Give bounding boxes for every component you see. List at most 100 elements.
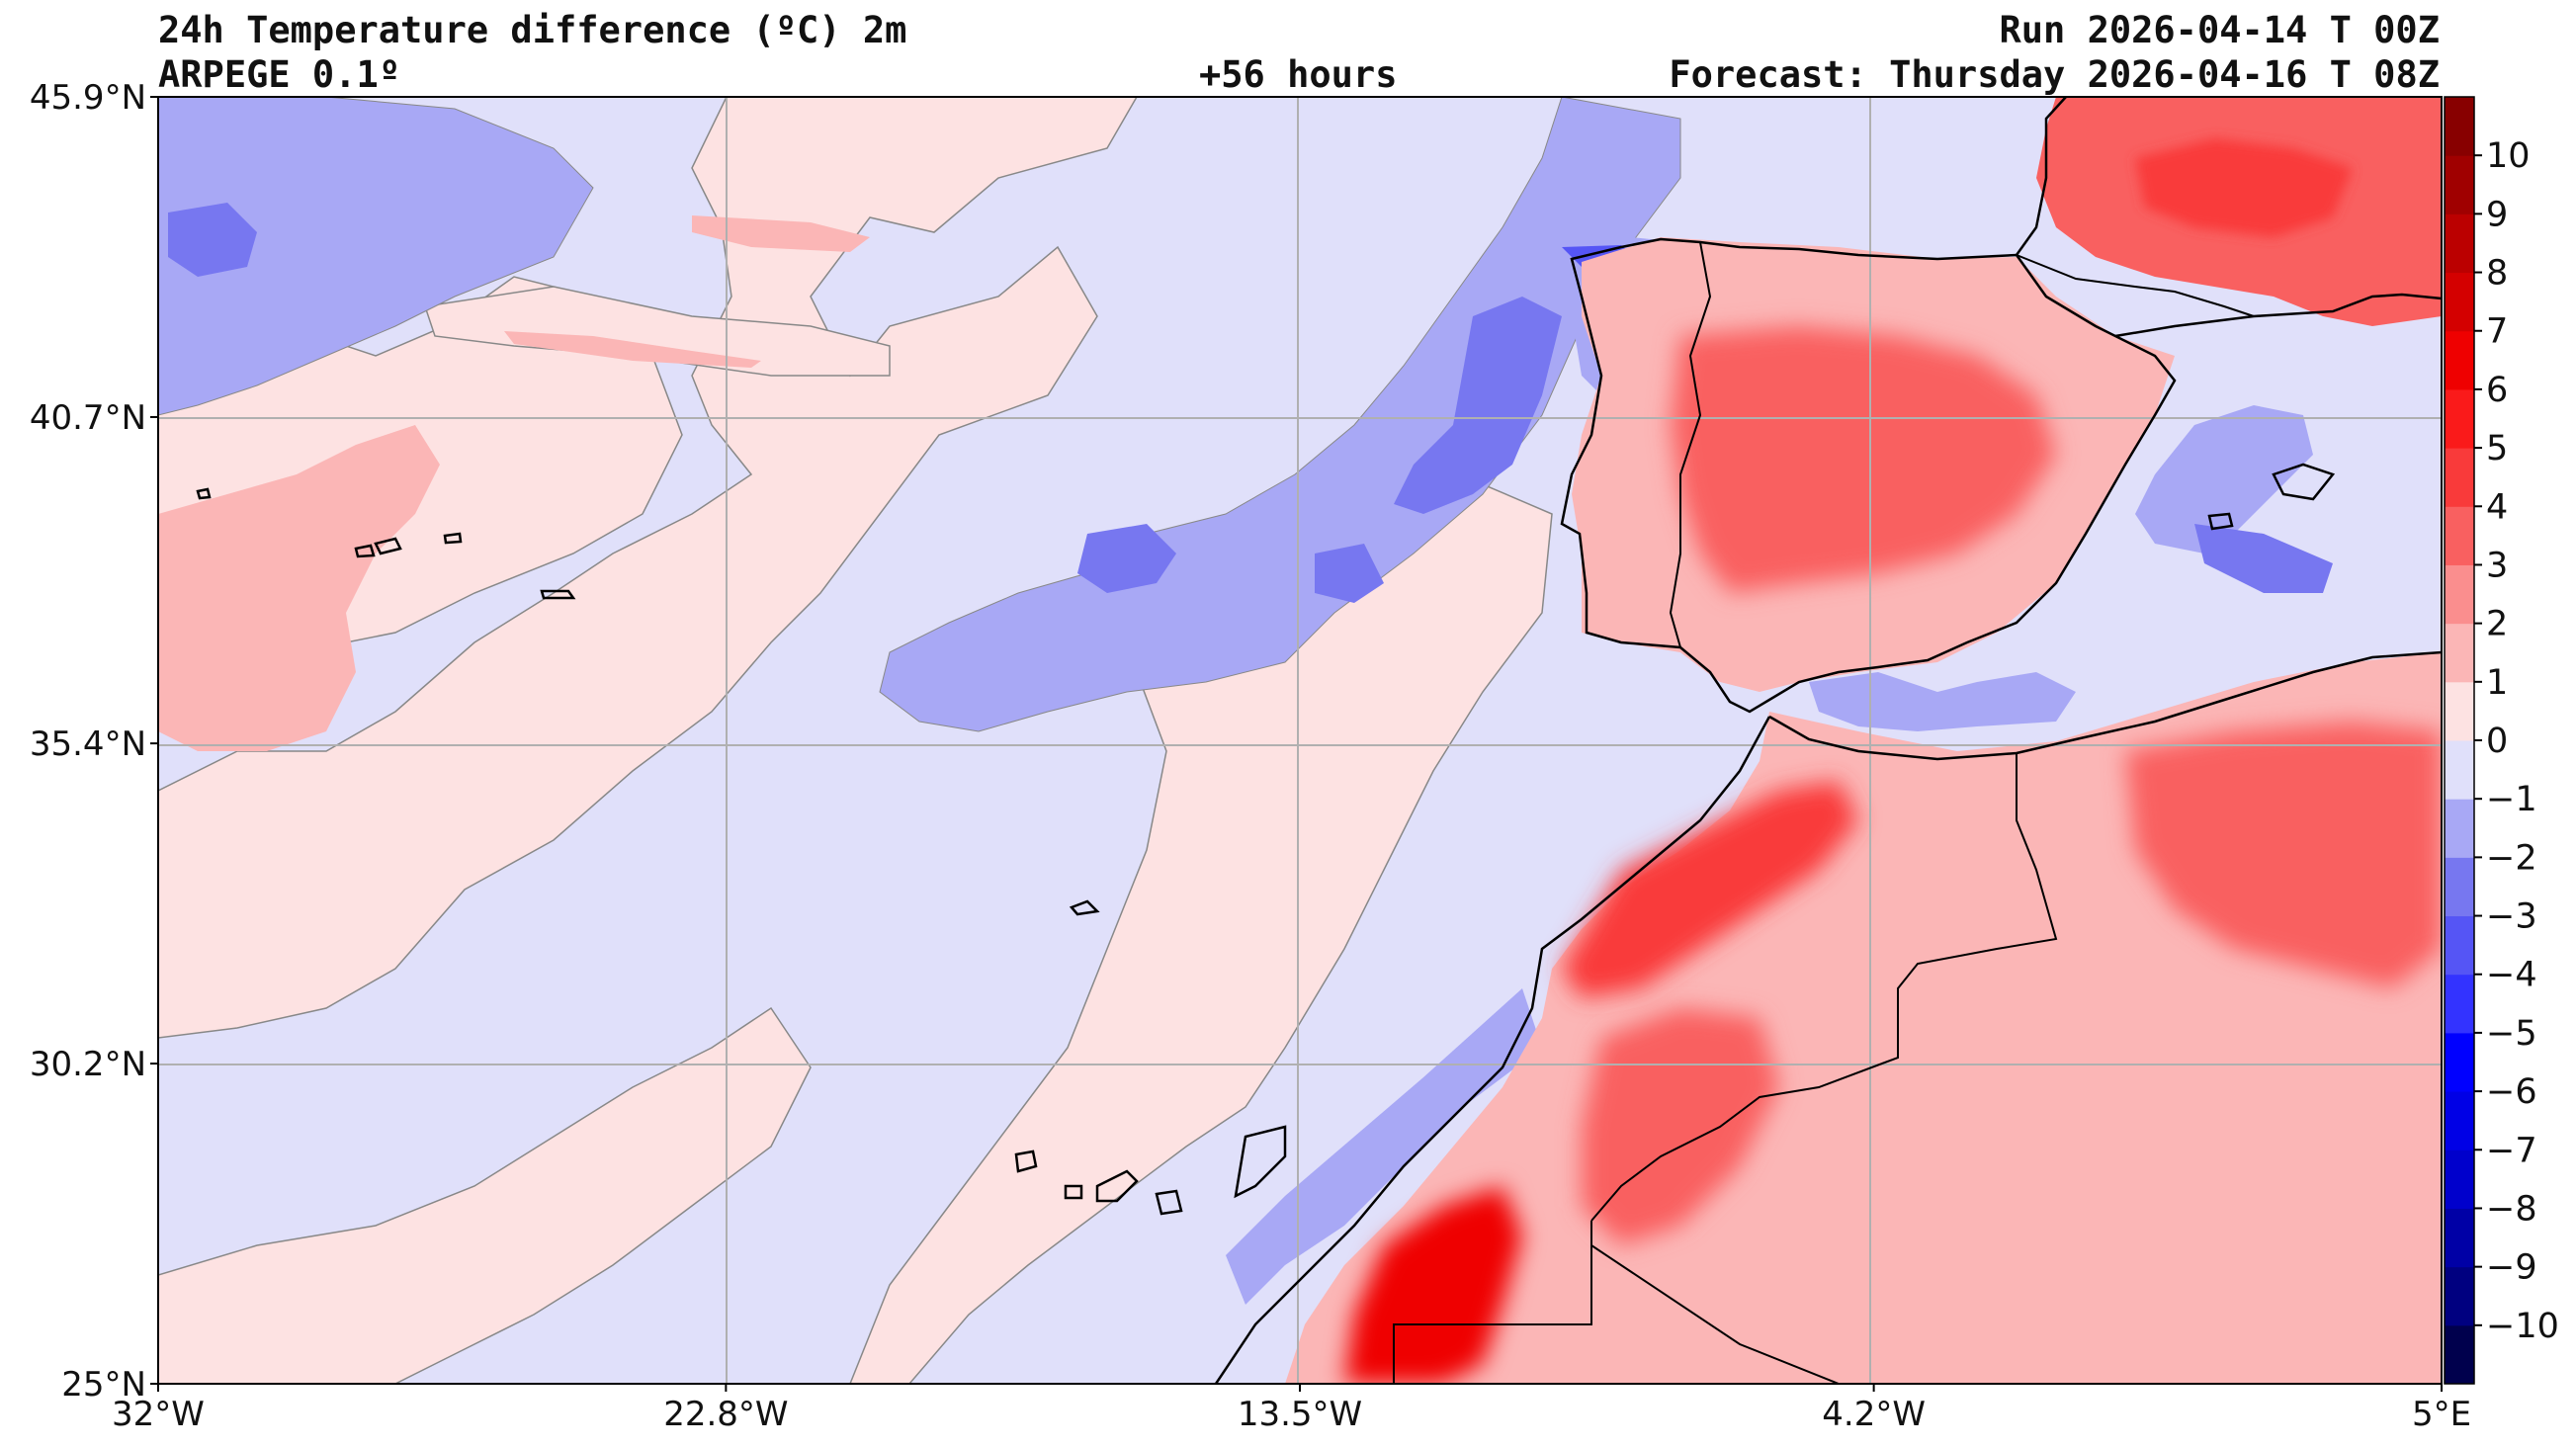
sahara-inland-warm	[1582, 1008, 1779, 1245]
colorbar-tick-label: 8	[2486, 254, 2508, 294]
forecast-time: Forecast: Thursday 2026-04-16 T 08Z	[1669, 53, 2440, 96]
colorbar-tick-label: 1	[2486, 663, 2508, 703]
colorbar-tick-label: −7	[2486, 1131, 2537, 1170]
colorbar-swatch	[2445, 213, 2474, 274]
cool-core-northwest	[168, 203, 257, 277]
borders	[1393, 241, 2255, 1384]
colorbar-tick-label: −6	[2486, 1072, 2537, 1112]
lon-tick-label: 22.8°W	[663, 1395, 788, 1434]
cool-core-portugal-offshore	[1394, 297, 1562, 514]
canary-island	[1064, 1184, 1083, 1200]
colorbar-tick-label: 4	[2486, 487, 2508, 527]
colorbar-tick-label: 5	[2486, 429, 2508, 468]
morocco-algeria-border	[1590, 753, 2058, 1222]
map-title: 24h Temperature difference (ºC) 2m	[158, 9, 907, 51]
colorbar-swatch	[2445, 155, 2474, 214]
france-coastline	[2015, 97, 2067, 256]
colorbar-swatch	[2445, 506, 2474, 565]
azores-island	[540, 589, 576, 600]
colorbar-swatch	[2445, 1266, 2474, 1326]
colorbar-tick-label: −3	[2486, 897, 2537, 937]
western-sahara-border	[1393, 1221, 1592, 1384]
coastlines	[196, 97, 2442, 1384]
warm-band-southeast-ocean	[849, 483, 1553, 1384]
canary-island	[1095, 1169, 1139, 1203]
lon-tick-label: 13.5°W	[1238, 1395, 1362, 1434]
colorbar-tick-label: −8	[2486, 1189, 2537, 1229]
run-time: Run 2026-04-14 T 00Z	[1999, 9, 2440, 51]
temperature-field	[158, 97, 2442, 1384]
colorbar-swatch	[2445, 915, 2474, 976]
colorbar-swatch	[2445, 564, 2474, 625]
colorbar-tick-label: −1	[2486, 780, 2537, 819]
warm-band-north-atlantic	[424, 286, 891, 377]
colorbar-swatch	[2445, 1324, 2474, 1385]
lon-tick-label: 5°E	[2412, 1395, 2471, 1434]
colorbar-tick-label: 10	[2486, 136, 2531, 176]
colorbar-swatch	[2445, 974, 2474, 1034]
cool-area-canary-coast	[1226, 988, 1542, 1305]
madeira-island	[1069, 899, 1100, 916]
colorbar-tick-label: 6	[2486, 371, 2508, 410]
lat-tick-label: 35.4°N	[30, 724, 146, 764]
colorbar-swatch	[2445, 1150, 2474, 1209]
colorbar-swatch	[2445, 448, 2474, 507]
iberia-coastline	[1560, 237, 2177, 714]
spain-portugal-border	[1669, 241, 1712, 648]
azores-island	[374, 537, 402, 555]
colorbar-tick-label: 0	[2486, 722, 2508, 761]
colorbar-swatch	[2445, 272, 2474, 332]
land-warm-field	[1285, 97, 2442, 1384]
colorbar-swatch	[2445, 388, 2474, 449]
azores-island	[354, 544, 376, 558]
colorbar-tick-label: 9	[2486, 195, 2508, 234]
colorbar-swatch	[2445, 1208, 2474, 1268]
colorbar-tick-label: 3	[2486, 546, 2508, 585]
latitude-axis: 45.9°N 40.7°N 35.4°N 30.2°N 25°N	[30, 78, 158, 1405]
mauritania-border	[1590, 1244, 1840, 1384]
cool-area-balearic	[2135, 405, 2313, 554]
colorbar-swatch	[2445, 740, 2474, 800]
colorbar-tick-label: 2	[2486, 605, 2508, 644]
spain-france-border	[2016, 254, 2255, 317]
graticule	[158, 97, 2442, 1384]
iberia-warm-core	[1671, 326, 2056, 593]
model-label: ARPEGE 0.1º	[158, 53, 401, 96]
balearic-island-small	[2207, 512, 2234, 531]
colorbar-swatch	[2445, 623, 2474, 683]
lat-tick-label: 25°N	[61, 1365, 146, 1405]
colorbar-swatch	[2445, 1032, 2474, 1092]
africa-coastline	[1768, 650, 2442, 761]
colorbar-swatch	[2445, 799, 2474, 858]
lon-tick-label: 4.2°W	[1822, 1395, 1926, 1434]
warm-patch-azores	[158, 425, 440, 751]
algeria-warm-area	[2125, 722, 2442, 988]
cool-core-band-2	[1315, 544, 1384, 603]
warm-streak-north	[692, 215, 870, 252]
lat-tick-label: 45.9°N	[30, 78, 146, 118]
longitude-axis: 32°W 22.8°W 13.5°W 4.2°W 5°E	[112, 1384, 2471, 1434]
colorbar-swatch	[2445, 1091, 2474, 1150]
balearic-island	[2272, 463, 2336, 501]
azores-island	[443, 532, 463, 545]
colorbar-swatch	[2445, 857, 2474, 917]
lat-tick-label: 30.2°N	[30, 1045, 146, 1084]
warm-band-south-atlantic	[158, 1006, 812, 1384]
colorbar-swatch	[2445, 97, 2474, 156]
cool-core-balearic	[2194, 524, 2333, 593]
canary-island	[1155, 1189, 1183, 1216]
colorbar-tick-label: −4	[2486, 956, 2537, 995]
colorbar-swatch	[2445, 681, 2474, 741]
colorbar-swatch	[2445, 330, 2474, 390]
africa-atlantic-coastline	[1214, 716, 1771, 1384]
france-hot-core	[2135, 138, 2353, 237]
morocco-warm-core	[1562, 781, 1858, 998]
cool-core-band-1	[1077, 524, 1176, 593]
cool-area-alboran	[1809, 672, 2076, 731]
lon-tick-label: 32°W	[112, 1395, 205, 1434]
colorbar-tick-label: 7	[2486, 312, 2508, 352]
colorbar-tick-label: −10	[2486, 1307, 2559, 1346]
cool-area-northwest	[158, 97, 594, 416]
